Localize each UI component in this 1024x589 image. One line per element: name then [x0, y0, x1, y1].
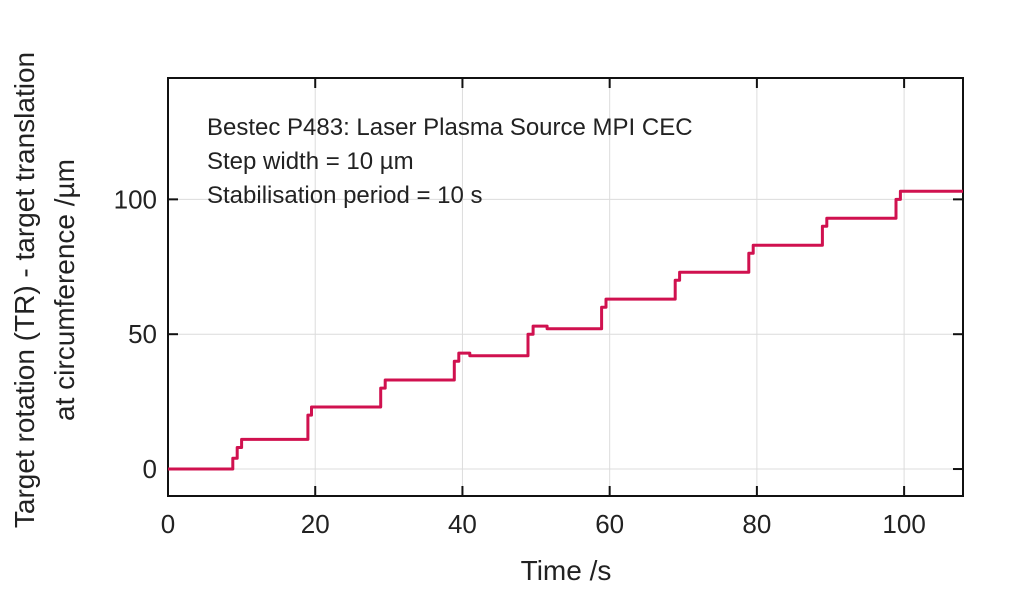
y-axis-label-line1: Target rotation (TR) - target translatio… — [9, 52, 40, 528]
grid — [167, 78, 963, 496]
x-tick-label: 0 — [161, 509, 175, 539]
x-tick-label: 20 — [301, 509, 330, 539]
x-axis-label: Time /s — [521, 555, 612, 586]
x-tick-label: 100 — [882, 509, 925, 539]
x-tick-label: 80 — [742, 509, 771, 539]
y-tick-label: 50 — [128, 319, 157, 349]
y-tick-label: 100 — [114, 184, 157, 214]
annotation-stabilisation: Stabilisation period = 10 s — [207, 182, 483, 209]
x-tick-label: 60 — [595, 509, 624, 539]
axis-ticks: 0 20 40 60 80 100 0 50 100 — [114, 78, 963, 539]
annotation-title: Bestec P483: Laser Plasma Source MPI CEC — [207, 114, 693, 141]
annotation-step-width: Step width = 10 µm — [207, 148, 414, 175]
y-axis-label-line2: at circumference /µm — [49, 159, 80, 421]
y-tick-label: 0 — [143, 454, 157, 484]
x-tick-label: 40 — [448, 509, 477, 539]
series-layer — [168, 189, 963, 471]
plot-frame — [167, 77, 964, 497]
series-line — [168, 189, 963, 471]
